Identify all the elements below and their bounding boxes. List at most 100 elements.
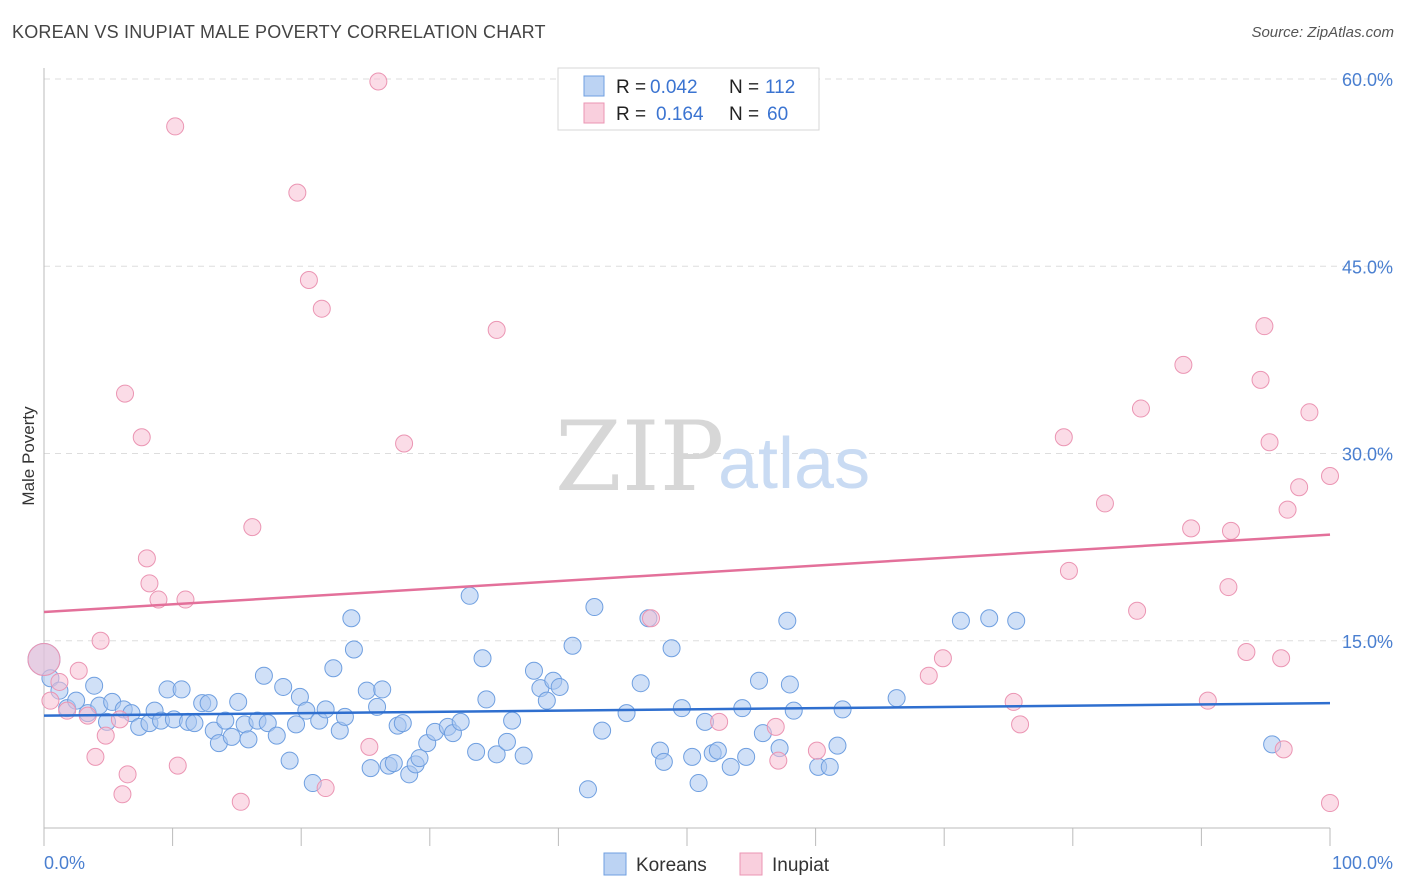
inupiat-point — [176, 590, 195, 609]
inupiat-point — [1004, 692, 1023, 711]
inupiat-point — [1011, 715, 1030, 734]
inupiat-point — [369, 72, 388, 91]
korean-point — [514, 746, 533, 765]
koreans-n-value: 112 — [765, 77, 795, 98]
inupiat-point — [1174, 355, 1193, 374]
korean-point — [578, 780, 597, 799]
korean-point — [324, 659, 343, 678]
inupiat-point — [1255, 317, 1274, 336]
korean-point — [316, 700, 335, 719]
korean-point — [689, 774, 708, 793]
inupiat-legend-label: Inupiat — [772, 855, 830, 876]
koreans-legend-label: Koreans — [636, 855, 707, 876]
inupiat-point — [1131, 399, 1150, 418]
korean-point — [216, 711, 235, 730]
inupiat-point — [807, 741, 826, 760]
korean-point — [361, 759, 380, 778]
korean-point — [662, 639, 681, 658]
inupiat-point — [919, 666, 938, 685]
inupiat-point — [1219, 578, 1238, 597]
korean-point — [85, 676, 104, 695]
korean-point — [721, 757, 740, 776]
y-tick-labels: 15.0% 30.0% 45.0% 60.0% — [1342, 70, 1393, 652]
inupiat-point — [91, 631, 110, 650]
inupiat-point — [116, 384, 135, 403]
koreans-r-label: R = — [616, 77, 646, 98]
korean-point — [737, 747, 756, 766]
inupiat-point — [137, 549, 156, 568]
inupiat-point — [1054, 428, 1073, 447]
inupiat-legend-swatch — [739, 852, 763, 876]
axes — [43, 68, 1331, 846]
trendlines — [43, 533, 1331, 717]
korean-point — [593, 721, 612, 740]
korean-point — [503, 711, 522, 730]
korean-point — [199, 694, 218, 713]
korean-point — [344, 640, 363, 659]
koreans-legend-swatch — [603, 852, 627, 876]
inupiat-point — [710, 712, 729, 731]
koreans-r-value: 0.042 — [650, 77, 698, 98]
koreans-trendline — [43, 701, 1331, 717]
korean-point — [833, 700, 852, 719]
korean-point — [828, 736, 847, 755]
korean-point — [357, 681, 376, 700]
inupiat-point — [118, 765, 137, 784]
korean-point — [887, 689, 906, 708]
korean-point — [254, 666, 273, 685]
inupiat-r-value: 0.164 — [656, 104, 704, 125]
inupiat-point — [50, 672, 69, 691]
inupiat-point — [1260, 433, 1279, 452]
korean-point — [820, 757, 839, 776]
inupiat-point — [1274, 740, 1293, 759]
korean-point — [980, 609, 999, 628]
korean-point — [708, 741, 727, 760]
korean-point — [473, 649, 492, 668]
korean-point — [222, 727, 241, 746]
inupiat-point — [933, 649, 952, 668]
korean-point — [335, 707, 354, 726]
inupiat-point — [41, 691, 60, 710]
korean-point — [410, 749, 429, 768]
inupiat-point — [113, 785, 132, 804]
inupiat-point — [299, 270, 318, 289]
inupiat-point — [166, 117, 185, 136]
series-legend: Koreans Inupiat — [603, 852, 830, 876]
inupiat-point — [1182, 519, 1201, 538]
x-tick-label-max: 100.0% — [1332, 853, 1393, 873]
inupiat-point — [766, 717, 785, 736]
y-tick-label: 60.0% — [1342, 70, 1393, 90]
inupiat-point — [1300, 403, 1319, 422]
inupiat-trendline — [43, 533, 1331, 614]
inupiat-point — [316, 779, 335, 798]
inupiat-point — [1198, 691, 1217, 710]
inupiat-point — [1221, 521, 1240, 540]
korean-point — [683, 747, 702, 766]
inupiat-point — [1095, 494, 1114, 513]
inupiat-point — [27, 642, 61, 676]
inupiat-point — [288, 183, 307, 202]
inupiat-point — [769, 751, 788, 770]
y-tick-label: 30.0% — [1342, 445, 1393, 465]
korean-point — [631, 674, 650, 693]
inupiat-point — [243, 518, 262, 537]
inupiat-point — [1237, 642, 1256, 661]
korean-point — [497, 732, 516, 751]
inupiat-point — [86, 747, 105, 766]
x-tick-labels: 0.0% 100.0% — [44, 853, 1393, 873]
korean-point — [185, 714, 204, 733]
korean-point — [617, 704, 636, 723]
inupiat-point — [1278, 500, 1297, 519]
korean-point — [550, 677, 569, 696]
korean-point — [1007, 611, 1026, 630]
y-tick-label: 45.0% — [1342, 257, 1393, 277]
korean-point — [537, 691, 556, 710]
korean-point — [280, 751, 299, 770]
koreans-n-label: N = — [729, 77, 759, 98]
inupiat-point — [360, 737, 379, 756]
korean-point — [750, 671, 769, 690]
korean-point — [297, 701, 316, 720]
korean-point — [780, 675, 799, 694]
korean-point — [342, 609, 361, 628]
